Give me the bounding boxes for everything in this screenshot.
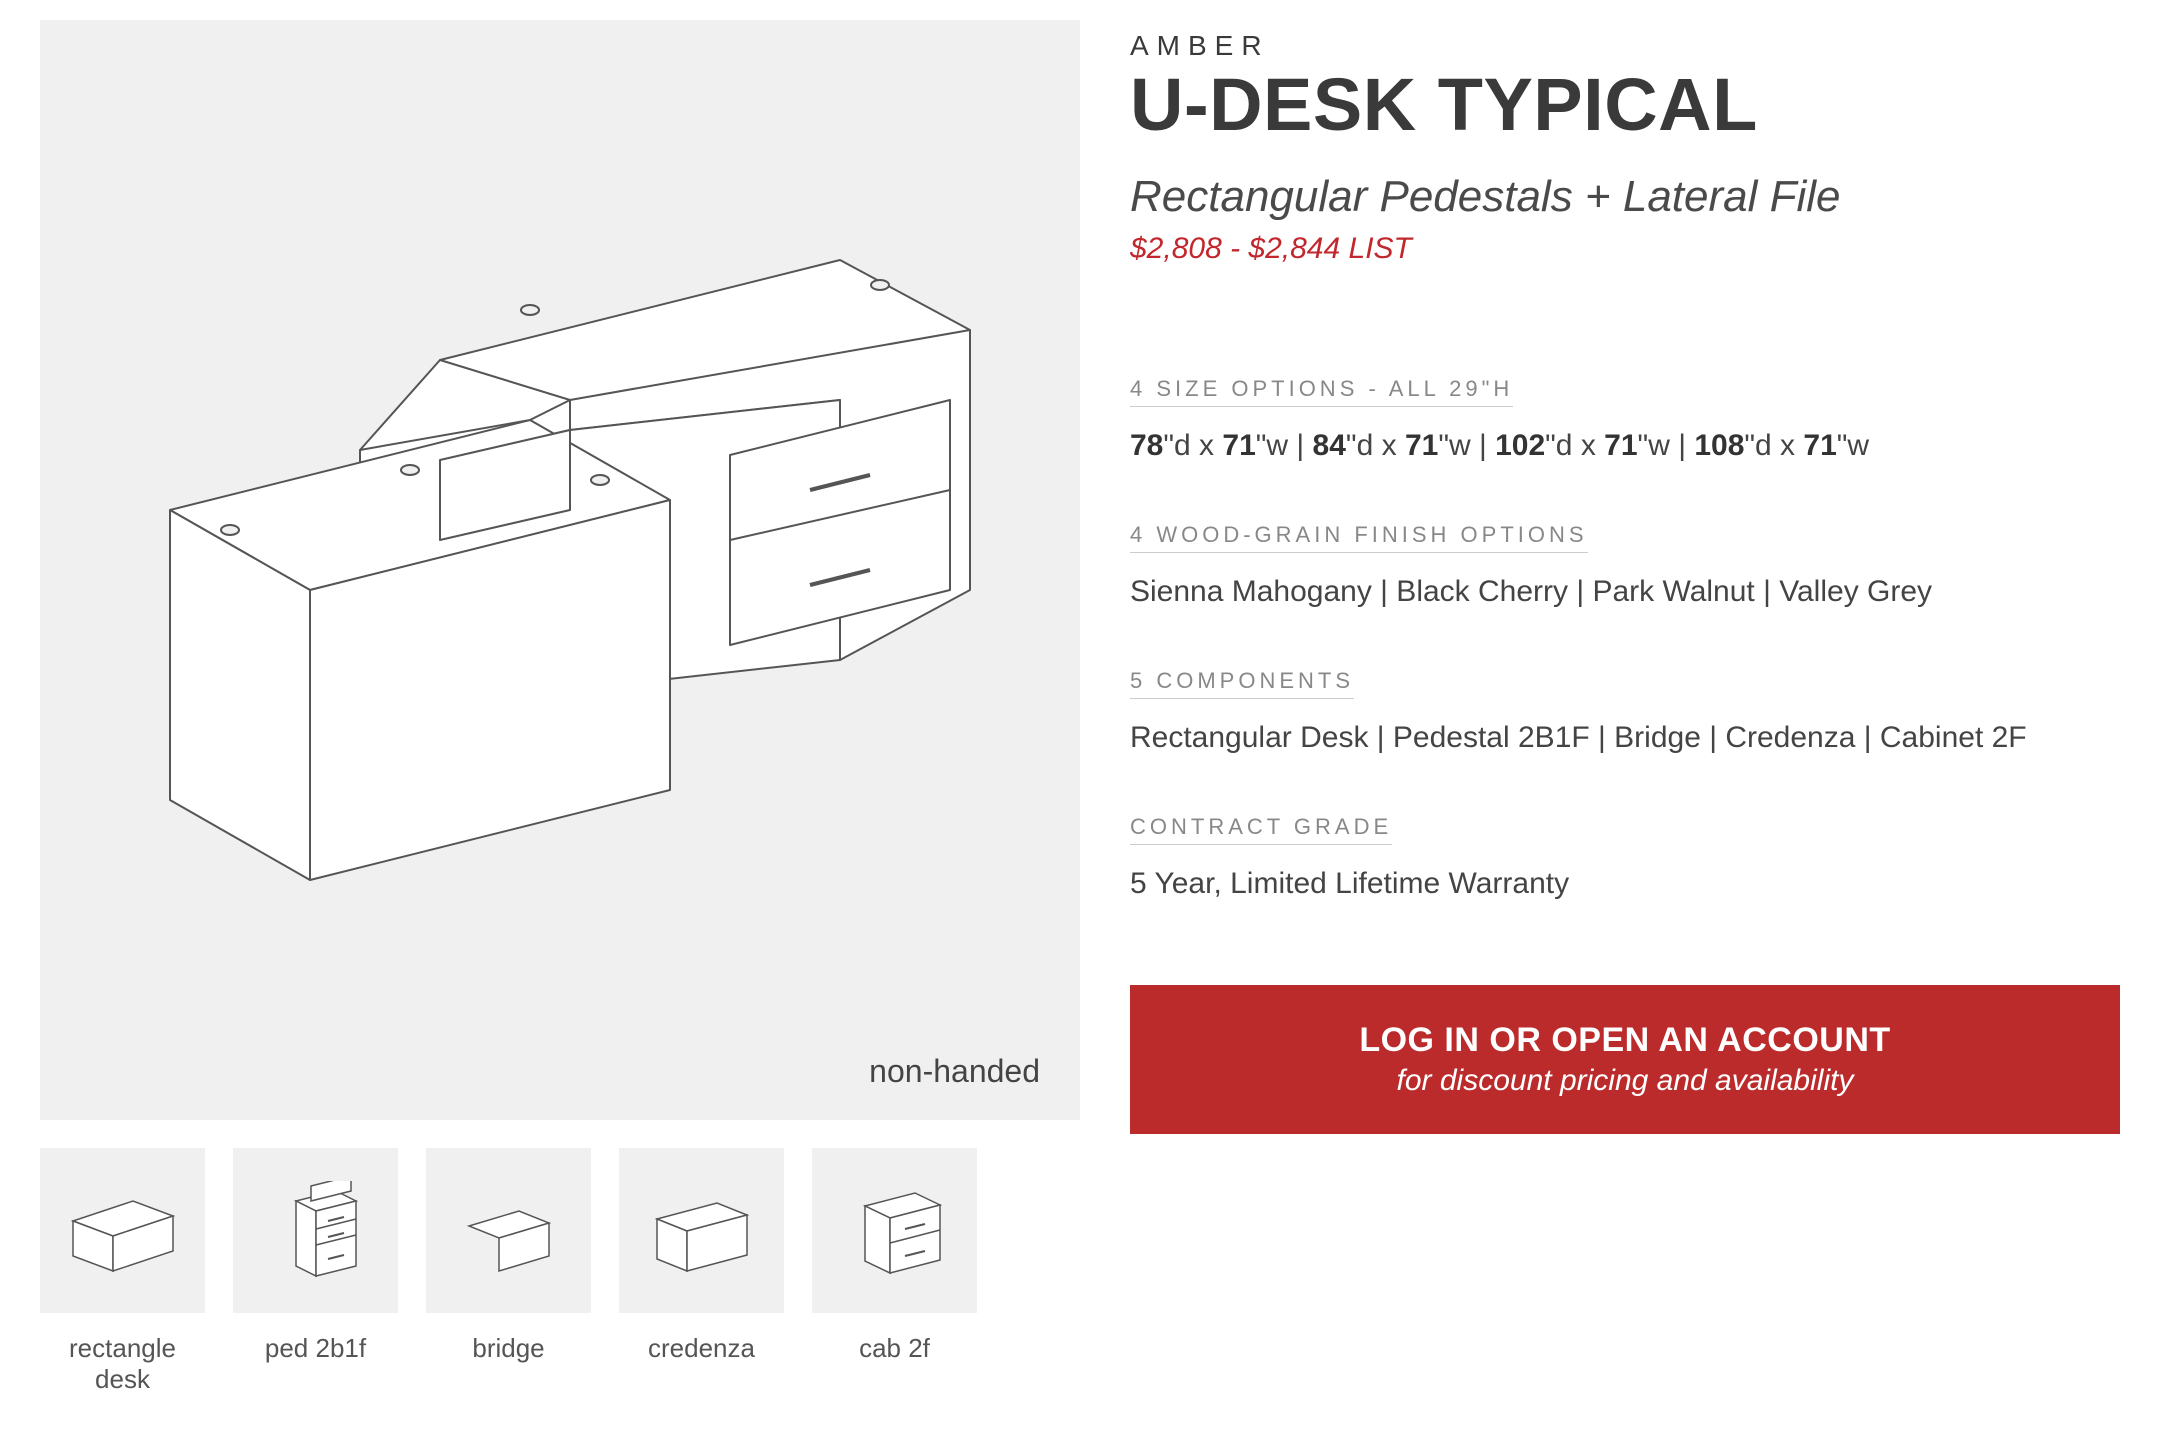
details-column: AMBER U-DESK TYPICAL Rectangular Pedesta…: [1130, 20, 2120, 1395]
section-body-grade: 5 Year, Limited Lifetime Warranty: [1130, 863, 2120, 905]
section-label-finish: 4 WOOD-GRAIN FINISH OPTIONS: [1130, 522, 1588, 553]
thumbnail-strip: rectangle desk: [40, 1148, 1080, 1395]
thumb-label: bridge: [472, 1333, 544, 1364]
cta-headline: LOG IN OR OPEN AN ACCOUNT: [1150, 1021, 2100, 1060]
product-page: non-handed rectangle desk: [40, 20, 2120, 1395]
thumb-label: cab 2f: [859, 1333, 930, 1364]
thumb-rectangle-desk[interactable]: rectangle desk: [40, 1148, 205, 1395]
thumb-image: [812, 1148, 977, 1313]
rectangle-desk-icon: [63, 1181, 183, 1281]
main-product-image: non-handed: [40, 20, 1080, 1120]
thumb-image: [619, 1148, 784, 1313]
thumb-ped-2b1f[interactable]: ped 2b1f: [233, 1148, 398, 1395]
section-body-sizes: 78"d x 71"w | 84"d x 71"w | 102"d x 71"w…: [1130, 425, 2120, 467]
thumb-cab-2f[interactable]: cab 2f: [812, 1148, 977, 1395]
udesk-lineart-icon: [110, 220, 1010, 920]
section-label-sizes: 4 SIZE OPTIONS - ALL 29"H: [1130, 376, 1513, 407]
collection-eyebrow: AMBER: [1130, 30, 2120, 62]
image-caption: non-handed: [869, 1053, 1040, 1090]
product-subtitle: Rectangular Pedestals + Lateral File: [1130, 172, 2120, 222]
thumb-image: [233, 1148, 398, 1313]
product-title: U-DESK TYPICAL: [1130, 66, 2120, 144]
thumb-credenza[interactable]: credenza: [619, 1148, 784, 1395]
thumb-label: rectangle desk: [69, 1333, 176, 1395]
section-label-grade: CONTRACT GRADE: [1130, 814, 1392, 845]
thumb-label: credenza: [648, 1333, 755, 1364]
cabinet-2f-icon: [835, 1181, 955, 1281]
bridge-icon: [449, 1181, 569, 1281]
thumb-label: ped 2b1f: [265, 1333, 366, 1364]
media-column: non-handed rectangle desk: [40, 20, 1080, 1395]
thumb-image: [40, 1148, 205, 1313]
price-range: $2,808 - $2,844 LIST: [1130, 232, 2120, 266]
cta-subline: for discount pricing and availability: [1150, 1064, 2100, 1098]
credenza-icon: [642, 1181, 762, 1281]
login-cta-button[interactable]: LOG IN OR OPEN AN ACCOUNT for discount p…: [1130, 985, 2120, 1134]
section-body-components: Rectangular Desk | Pedestal 2B1F | Bridg…: [1130, 717, 2120, 759]
thumb-image: [426, 1148, 591, 1313]
section-label-components: 5 COMPONENTS: [1130, 668, 1354, 699]
thumb-bridge[interactable]: bridge: [426, 1148, 591, 1395]
section-body-finish: Sienna Mahogany | Black Cherry | Park Wa…: [1130, 571, 2120, 613]
pedestal-icon: [256, 1181, 376, 1281]
